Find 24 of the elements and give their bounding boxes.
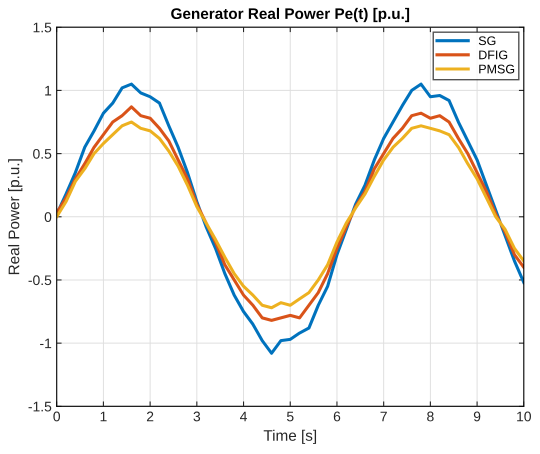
- x-tick-label: 9: [474, 412, 480, 422]
- x-tick-label: 4: [240, 412, 247, 422]
- x-tick-label: 6: [334, 412, 340, 422]
- x-axis-title: Time [s]: [264, 430, 316, 444]
- legend-label: PMSG: [479, 64, 514, 74]
- x-tick-label: 5: [286, 412, 294, 422]
- x-tick-label: 8: [427, 412, 434, 422]
- y-tick-label: 0: [44, 212, 52, 222]
- legend-label: DFIG: [479, 50, 508, 60]
- y-axis-title: Real Power [p.u.]: [8, 159, 22, 274]
- x-tick-label: 3: [194, 412, 200, 422]
- x-tick-label: 10: [517, 412, 531, 422]
- y-tick-label: -1.5: [28, 402, 52, 412]
- x-tick-label: 2: [146, 412, 154, 422]
- legend-label: SG: [478, 36, 496, 46]
- y-tick-label: -1: [40, 338, 52, 348]
- chart-title: Generator Real Power Pe(t) [p.u.]: [171, 8, 410, 22]
- y-tick-label: 0.5: [33, 148, 52, 159]
- y-tick-label: 1.5: [34, 22, 52, 32]
- y-tick-label: 1: [45, 86, 52, 96]
- y-tick-label: -0.5: [28, 275, 52, 286]
- x-tick-label: 7: [380, 412, 387, 422]
- x-tick-label: 0: [53, 412, 60, 422]
- x-tick-label: 1: [100, 412, 107, 422]
